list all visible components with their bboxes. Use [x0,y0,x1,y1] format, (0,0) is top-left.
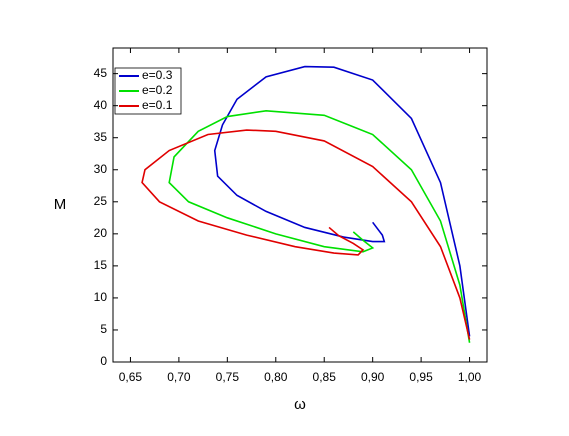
x-axis-label: ω [294,396,306,413]
y-tick-label: 0 [100,354,107,368]
y-axis-label: M [54,196,67,213]
legend-label: e=0.3 [142,68,173,82]
y-tick-label: 40 [94,98,108,112]
y-tick-label: 45 [94,66,108,80]
y-tick-label: 15 [94,258,108,272]
legend-label: e=0.1 [142,98,173,112]
x-tick-label: 0,85 [313,370,337,384]
line-series [168,109,471,343]
y-tick-label: 30 [94,162,108,176]
line-series [213,65,471,337]
y-tick-label: 20 [94,226,108,240]
x-tick-label: 0,75 [216,370,240,384]
x-tick-label: 0,70 [167,370,191,384]
line-series [141,129,471,340]
y-tick-label: 10 [94,290,108,304]
y-tick-label: 5 [100,322,107,336]
x-tick-label: 0,65 [119,370,143,384]
y-tick-label: 35 [94,130,108,144]
x-tick-label: 0,90 [361,370,385,384]
y-tick-label: 25 [94,194,108,208]
plot-frame [112,47,488,363]
x-tick-label: 1,00 [458,370,482,384]
x-tick-label: 0,80 [264,370,288,384]
legend-label: e=0.2 [142,83,173,97]
x-tick-label: 0,95 [409,370,433,384]
